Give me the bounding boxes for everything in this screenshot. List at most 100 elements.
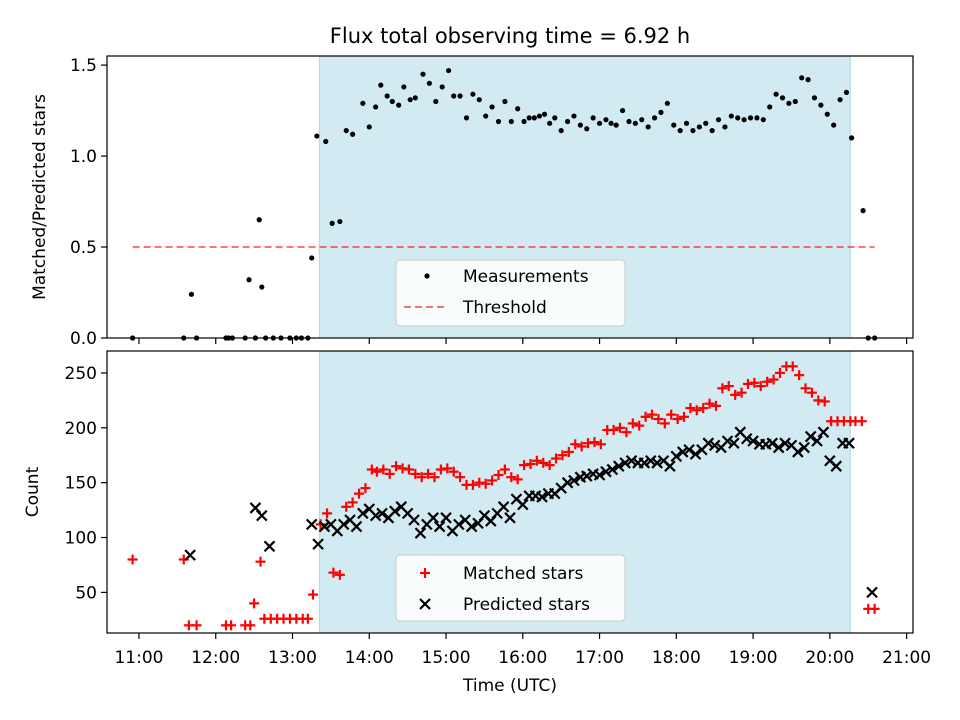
y-tick-label: 1.5 xyxy=(70,56,97,76)
cross-stroke-b xyxy=(504,512,516,524)
cross-stroke-b xyxy=(465,520,478,533)
predicted-star-marker xyxy=(798,441,811,454)
cross-stroke-b xyxy=(830,460,843,472)
predicted-star-marker xyxy=(408,514,420,526)
predicted-star-marker xyxy=(625,454,638,467)
matched-star-marker xyxy=(403,464,414,475)
measurement-point xyxy=(703,120,709,126)
measurement-point xyxy=(831,122,837,128)
predicted-star-marker xyxy=(830,460,843,472)
matched-star-marker xyxy=(127,554,138,565)
matched-star-marker xyxy=(249,598,260,609)
matched-star-marker xyxy=(544,460,555,471)
y-tick-label: 50 xyxy=(75,583,97,603)
bottom-y-axis-label: Count xyxy=(23,466,43,517)
cross-stroke-b xyxy=(497,501,510,513)
predicted-star-markers xyxy=(184,426,878,599)
measurement-point xyxy=(476,97,482,103)
y-tick-label: 150 xyxy=(65,474,97,494)
measurement-point xyxy=(502,98,508,105)
cross-stroke-b xyxy=(689,448,702,460)
predicted-star-marker xyxy=(676,446,689,458)
predicted-star-marker xyxy=(600,465,612,478)
y-tick-label: 1.0 xyxy=(70,147,97,167)
matched-star-marker xyxy=(608,425,619,436)
cross-stroke-b xyxy=(670,450,683,463)
predicted-star-marker xyxy=(721,435,734,447)
measurement-point xyxy=(314,133,320,139)
bottom-panel-frame xyxy=(106,350,914,634)
top-y-axis-label: Matched/Predicted stars xyxy=(30,94,50,300)
matched-star-marker xyxy=(410,468,421,479)
predicted-star-marker xyxy=(263,540,276,553)
measurement-point xyxy=(677,127,683,134)
predicted-star-marker xyxy=(792,446,804,458)
predicted-star-marker xyxy=(766,437,779,449)
measurement-point xyxy=(323,138,329,145)
cross-stroke-b xyxy=(664,460,676,472)
matched-star-marker xyxy=(512,474,523,485)
matched-star-marker xyxy=(467,479,478,490)
matched-star-marker xyxy=(429,472,440,483)
legend-predicted-label: Predicted stars xyxy=(463,595,590,615)
matched-star-marker xyxy=(307,589,318,600)
cross-stroke-b xyxy=(433,520,446,533)
measurement-point xyxy=(558,127,564,134)
legend-matched-label: Matched stars xyxy=(463,564,583,584)
matched-star-marker xyxy=(442,463,453,474)
measurement-point xyxy=(632,120,638,126)
cross-stroke-b xyxy=(395,501,408,513)
matched-star-marker xyxy=(794,370,805,381)
matched-star-marker xyxy=(531,455,542,466)
bottom-x-ticks: 11:00 12:00 13:00 14:00 15:00 16:00 17:00 18:00… xyxy=(114,633,931,668)
predicted-star-marker xyxy=(453,518,465,531)
matched-star-marker xyxy=(366,464,377,475)
predicted-star-marker xyxy=(843,437,855,449)
cross-stroke-b xyxy=(561,476,574,489)
y-tick-label: 100 xyxy=(65,529,97,549)
matched-star-marker xyxy=(455,472,466,483)
matched-star-marker xyxy=(525,459,536,470)
measurement-point xyxy=(256,217,262,223)
matched-star-marker xyxy=(691,405,702,416)
measurement-point xyxy=(521,118,527,125)
predicted-star-marker xyxy=(664,460,676,472)
cross-stroke-b xyxy=(401,507,414,520)
matched-star-marker xyxy=(730,389,741,400)
measurement-point xyxy=(715,117,722,123)
matched-star-marker xyxy=(255,556,266,567)
measurement-point xyxy=(343,127,349,134)
matched-star-marker xyxy=(557,450,568,461)
x-tick-label: 21:00 xyxy=(882,648,931,668)
measurement-point xyxy=(384,93,390,99)
measurement-point xyxy=(541,111,548,117)
cross-stroke-b xyxy=(510,493,523,505)
measurement-point xyxy=(671,122,677,128)
predicted-star-marker xyxy=(440,512,452,524)
cross-stroke-b xyxy=(453,518,465,531)
matched-star-marker xyxy=(384,468,395,479)
predicted-star-marker xyxy=(580,470,593,482)
x-tick-label: 13:00 xyxy=(268,648,317,668)
measurement-point xyxy=(709,127,715,134)
measurement-point xyxy=(626,118,632,125)
x-axis-label: Time (UTC) xyxy=(462,676,557,696)
y-tick-label: 200 xyxy=(65,419,97,439)
matched-star-marker xyxy=(678,411,689,422)
predicted-star-marker xyxy=(517,498,529,511)
legend-predicted-marker xyxy=(419,598,431,610)
measurement-point xyxy=(373,104,379,110)
cross-stroke-b xyxy=(657,454,670,467)
matched-star-marker xyxy=(704,398,715,409)
matched-star-marker xyxy=(800,383,811,394)
cross-stroke-b xyxy=(408,514,420,526)
legend-box xyxy=(395,259,626,327)
legend-threshold-label: Threshold xyxy=(462,298,547,318)
top-panel-frame xyxy=(106,55,914,339)
cross-stroke-b xyxy=(638,457,651,469)
x-tick-label: 20:00 xyxy=(805,648,854,668)
measurement-point xyxy=(508,118,514,125)
cross-stroke-b xyxy=(536,491,548,503)
measurement-point xyxy=(613,122,619,128)
measurement-point xyxy=(639,117,645,123)
